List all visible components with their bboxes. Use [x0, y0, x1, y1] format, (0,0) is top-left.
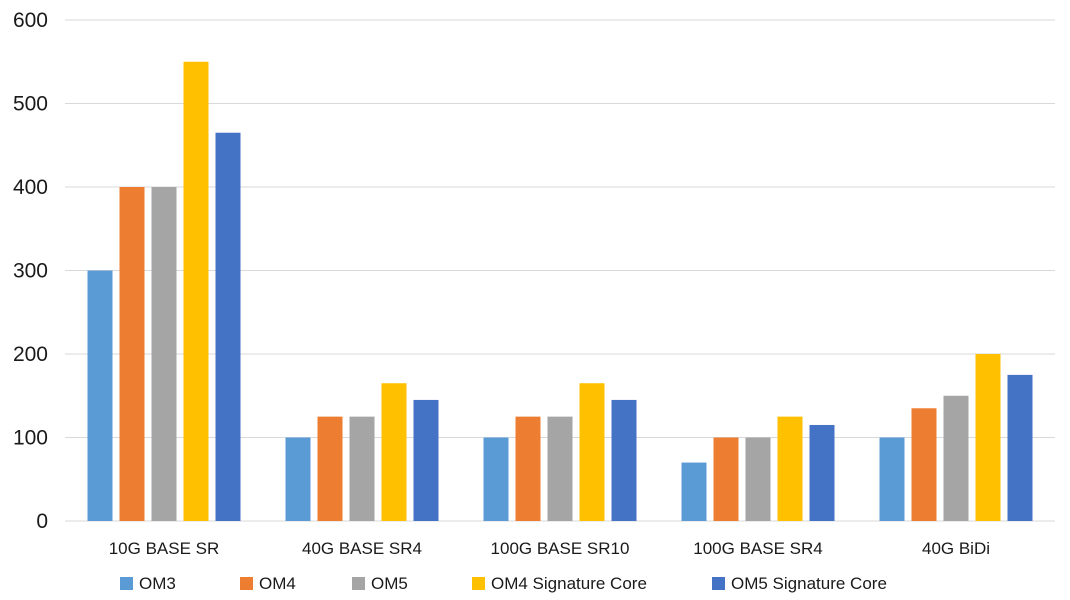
- legend-swatch: [120, 577, 133, 590]
- bar-om3-100g-base-sr4: [681, 462, 707, 521]
- y-tick-label: 600: [13, 9, 48, 32]
- x-category-label: 40G BASE SR4: [302, 539, 422, 558]
- bar-om5-40g-base-sr4: [349, 416, 375, 521]
- bar-om3-40g-base-sr4: [285, 437, 311, 521]
- y-axis-tick-labels: 0 100 200 300 400 500 600: [13, 9, 48, 533]
- bar-om5-signature-core-100g-base-sr10: [611, 399, 637, 521]
- x-category-label: 10G BASE SR: [109, 539, 220, 558]
- bar-om5-100g-base-sr10: [547, 416, 573, 521]
- bar-om5-100g-base-sr4: [745, 437, 771, 521]
- x-axis-category-labels: 10G BASE SR 40G BASE SR4 100G BASE SR10 100…: [109, 539, 990, 558]
- bar-om5-40g-bidi: [943, 395, 969, 521]
- bar-om3-40g-bidi: [879, 437, 905, 521]
- x-category-label: 100G BASE SR4: [693, 539, 822, 558]
- x-category-label: 40G BiDi: [922, 539, 990, 558]
- y-tick-label: 200: [13, 343, 48, 366]
- legend-label: OM3: [139, 574, 176, 593]
- legend-swatch: [712, 577, 725, 590]
- bar-om5-signature-core-10g-base-sr: [215, 132, 241, 521]
- bar-om4-signature-core-10g-base-sr: [183, 61, 209, 521]
- bar-om4-signature-core-100g-base-sr4: [777, 416, 803, 521]
- legend-swatch: [472, 577, 485, 590]
- legend-label: OM5: [371, 574, 408, 593]
- y-tick-label: 400: [13, 176, 48, 199]
- bar-om4-40g-bidi: [911, 408, 937, 521]
- bar-om4-10g-base-sr: [119, 187, 145, 521]
- bar-om5-signature-core-40g-base-sr4: [413, 399, 439, 521]
- bar-om5-signature-core-40g-bidi: [1007, 374, 1033, 521]
- y-tick-label: 100: [13, 427, 48, 450]
- legend-label: OM5 Signature Core: [731, 574, 887, 593]
- bar-om3-100g-base-sr10: [483, 437, 509, 521]
- bar-om5-10g-base-sr: [151, 187, 177, 521]
- bar-om4-signature-core-40g-bidi: [975, 354, 1001, 521]
- bars: [87, 61, 1033, 521]
- bar-om4-40g-base-sr4: [317, 416, 343, 521]
- bar-om4-signature-core-100g-base-sr10: [579, 383, 605, 521]
- bar-om4-100g-base-sr4: [713, 437, 739, 521]
- bar-om4-signature-core-40g-base-sr4: [381, 383, 407, 521]
- bar-om4-100g-base-sr10: [515, 416, 541, 521]
- legend: OM3 OM4 OM5 OM4 Signature Core OM5 Signature…: [120, 574, 887, 593]
- bar-om3-10g-base-sr: [87, 270, 113, 521]
- legend-label: OM4 Signature Core: [491, 574, 647, 593]
- y-tick-label: 300: [13, 260, 48, 283]
- x-category-label: 100G BASE SR10: [491, 539, 630, 558]
- legend-label: OM4: [259, 574, 296, 593]
- y-tick-label: 0: [36, 510, 48, 533]
- legend-swatch: [352, 577, 365, 590]
- bar-om5-signature-core-100g-base-sr4: [809, 424, 835, 521]
- y-tick-label: 500: [13, 93, 48, 116]
- legend-swatch: [240, 577, 253, 590]
